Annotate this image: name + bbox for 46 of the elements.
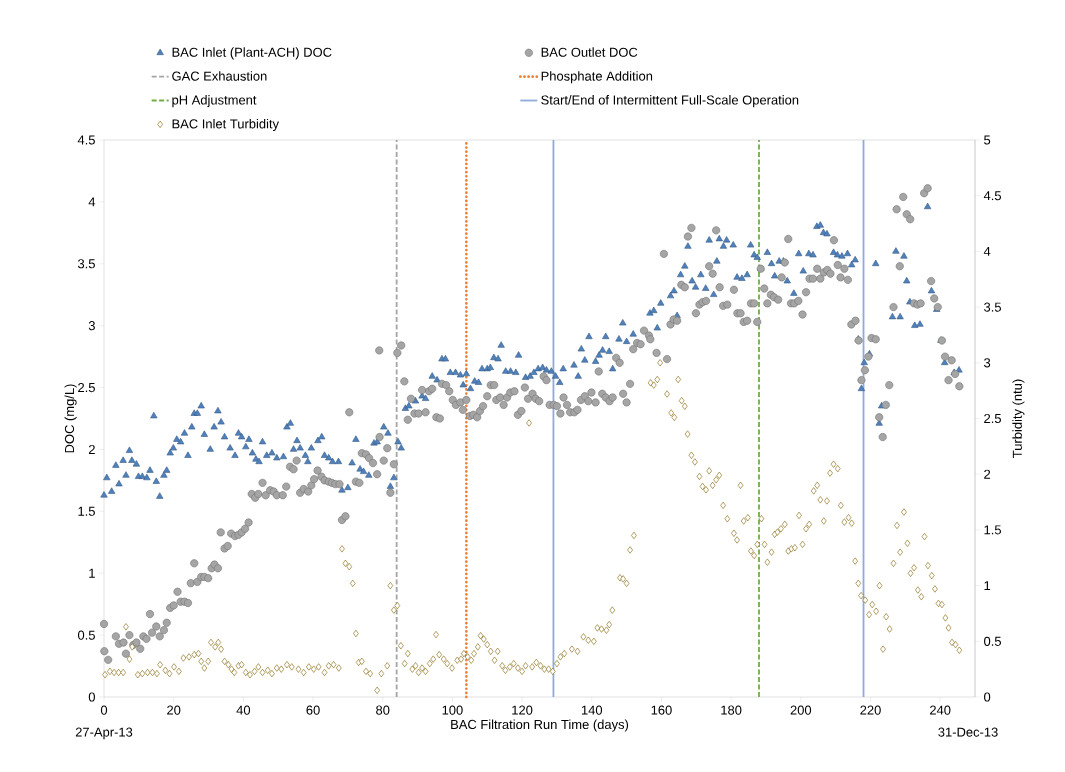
x-tick-label: 40 xyxy=(236,705,251,715)
x-tick-label: 140 xyxy=(581,705,603,715)
y-tick-label: 3.5 xyxy=(77,259,95,269)
x-tick-label: 60 xyxy=(306,705,320,715)
legend-label: pH Adjustment xyxy=(172,95,257,108)
y-tick-label: 1 xyxy=(89,568,95,578)
y2-tick-label: 1 xyxy=(984,581,991,591)
x-tick-label: 160 xyxy=(651,705,672,715)
y2-tick-label: 0 xyxy=(984,692,991,702)
x-tick-label: 240 xyxy=(930,705,951,715)
y2-tick-label: 4.5 xyxy=(983,191,1001,201)
y-tick-label: 0 xyxy=(88,692,95,702)
x-tick-label: 0 xyxy=(100,705,108,715)
y-tick-label: 0.5 xyxy=(77,630,95,640)
text: 31-Dec-13 xyxy=(938,727,998,737)
x-tick-label: 100 xyxy=(442,705,463,715)
y2-tick-label: 0.5 xyxy=(984,636,1001,646)
legend-label: GAC Exhaustion xyxy=(172,71,267,81)
x-tick-label: 220 xyxy=(860,705,881,715)
y2-tick-label: 1.5 xyxy=(984,525,1001,535)
y2-tick-label: 2 xyxy=(984,469,991,479)
y2-tick-label: 3 xyxy=(984,358,991,368)
y-tick-label: 3 xyxy=(88,321,95,331)
y-tick-label: 2.5 xyxy=(78,382,95,393)
legend-label: BAC Inlet (Plant-ACH) DOC xyxy=(172,47,332,60)
legend-label: BAC Inlet Turbidity xyxy=(172,118,280,132)
x-tick-label: 80 xyxy=(376,705,390,715)
x-tick-label: 20 xyxy=(167,705,181,715)
legend-label: BAC Outlet DOC xyxy=(541,47,638,57)
x-tick-label: 120 xyxy=(512,705,533,715)
legend-label: Phosphate Addition xyxy=(541,71,653,84)
y-axis-title: DOC (mg/L) xyxy=(64,384,77,453)
legend-label: Start/End of Intermittent Full-Scale Operation xyxy=(541,95,799,108)
y-tick-label: 4 xyxy=(88,197,96,207)
y2-tick-label: 4 xyxy=(983,246,991,256)
text: 27-Apr-13 xyxy=(75,727,133,740)
y-tick-label: 2 xyxy=(88,444,95,454)
x-axis-title: BAC Filtration Run Time (days) xyxy=(451,719,629,732)
y2-tick-label: 5 xyxy=(984,135,991,145)
y-tick-label: 4.5 xyxy=(77,135,95,145)
y-tick-label: 1.5 xyxy=(78,506,95,516)
x-tick-label: 200 xyxy=(790,705,812,715)
y2-tick-label: 3.5 xyxy=(984,302,1001,312)
x-tick-label: 180 xyxy=(721,705,742,715)
y2-tick-label: 2.5 xyxy=(984,413,1001,424)
y2-axis-title: Turbidity (ntu) xyxy=(1012,379,1025,458)
